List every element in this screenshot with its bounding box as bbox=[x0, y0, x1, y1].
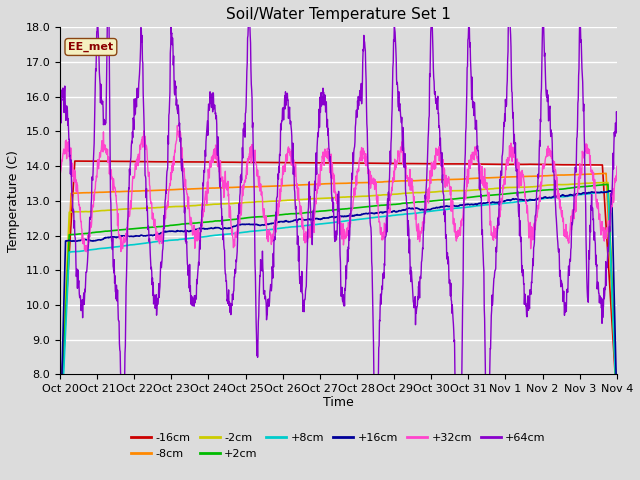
Line: +16cm: +16cm bbox=[60, 191, 617, 446]
+32cm bbox=[305, 235, 312, 241]
-2cm bbox=[56, 430, 64, 435]
+16cm bbox=[314, 216, 322, 222]
-16cm bbox=[304, 160, 312, 166]
-8cm bbox=[292, 182, 300, 188]
+2cm bbox=[314, 208, 322, 214]
Line: -16cm: -16cm bbox=[60, 161, 617, 407]
+8cm bbox=[99, 245, 107, 251]
-8cm bbox=[602, 170, 610, 176]
-16cm bbox=[314, 160, 322, 166]
+2cm bbox=[613, 406, 621, 411]
+16cm bbox=[122, 233, 129, 239]
+64cm bbox=[373, 431, 381, 436]
-2cm bbox=[99, 208, 107, 214]
+32cm bbox=[122, 237, 130, 243]
Y-axis label: Temperature (C): Temperature (C) bbox=[7, 150, 20, 252]
-16cm bbox=[56, 404, 64, 409]
-16cm bbox=[122, 158, 130, 164]
+64cm bbox=[304, 208, 312, 214]
+32cm bbox=[374, 193, 381, 199]
+2cm bbox=[56, 441, 64, 446]
Title: Soil/Water Temperature Set 1: Soil/Water Temperature Set 1 bbox=[226, 7, 451, 22]
+64cm bbox=[483, 468, 491, 474]
-16cm bbox=[71, 158, 79, 164]
-2cm bbox=[613, 405, 621, 411]
+16cm bbox=[607, 188, 614, 194]
+8cm bbox=[56, 449, 64, 455]
-8cm bbox=[613, 402, 621, 408]
Legend: -16cm, -8cm, -2cm, +2cm, +8cm, +16cm, +32cm, +64cm: -16cm, -8cm, -2cm, +2cm, +8cm, +16cm, +3… bbox=[127, 429, 550, 463]
-16cm bbox=[292, 160, 300, 166]
+2cm bbox=[604, 181, 612, 187]
+32cm bbox=[293, 181, 301, 187]
+64cm bbox=[56, 101, 64, 107]
-8cm bbox=[122, 189, 129, 194]
Line: +32cm: +32cm bbox=[60, 125, 617, 252]
+16cm bbox=[99, 236, 107, 242]
+32cm bbox=[315, 171, 323, 177]
+8cm bbox=[314, 221, 322, 227]
-16cm bbox=[373, 160, 381, 166]
+2cm bbox=[99, 228, 107, 234]
+8cm bbox=[613, 409, 621, 415]
Line: +2cm: +2cm bbox=[60, 184, 617, 444]
+32cm bbox=[56, 155, 64, 160]
+64cm bbox=[99, 104, 107, 110]
+8cm bbox=[304, 222, 312, 228]
+16cm bbox=[373, 210, 381, 216]
-2cm bbox=[604, 180, 612, 185]
-2cm bbox=[122, 206, 129, 212]
+64cm bbox=[122, 284, 130, 290]
+2cm bbox=[292, 211, 300, 216]
-16cm bbox=[613, 400, 621, 406]
-8cm bbox=[314, 181, 322, 187]
-2cm bbox=[304, 196, 312, 202]
-8cm bbox=[56, 420, 64, 426]
-8cm bbox=[304, 182, 312, 188]
+16cm bbox=[304, 216, 312, 222]
-2cm bbox=[292, 197, 300, 203]
-2cm bbox=[373, 192, 381, 198]
+2cm bbox=[373, 203, 381, 208]
+8cm bbox=[122, 243, 129, 249]
+64cm bbox=[314, 134, 322, 140]
+64cm bbox=[613, 121, 621, 127]
+8cm bbox=[373, 215, 381, 220]
+16cm bbox=[613, 403, 621, 409]
Line: -2cm: -2cm bbox=[60, 182, 617, 432]
+32cm bbox=[173, 122, 181, 128]
+16cm bbox=[292, 217, 300, 223]
Line: +8cm: +8cm bbox=[60, 192, 617, 452]
+32cm bbox=[100, 129, 108, 135]
Line: -8cm: -8cm bbox=[60, 173, 617, 423]
-8cm bbox=[373, 180, 381, 185]
X-axis label: Time: Time bbox=[323, 396, 354, 408]
+32cm bbox=[83, 249, 90, 254]
+2cm bbox=[304, 210, 312, 216]
+32cm bbox=[613, 164, 621, 169]
-2cm bbox=[314, 196, 322, 202]
+2cm bbox=[122, 227, 129, 232]
-8cm bbox=[99, 189, 107, 195]
Line: +64cm: +64cm bbox=[60, 0, 617, 471]
+64cm bbox=[292, 219, 300, 225]
Text: EE_met: EE_met bbox=[68, 42, 113, 52]
-16cm bbox=[100, 158, 108, 164]
+16cm bbox=[56, 444, 64, 449]
+8cm bbox=[292, 224, 300, 229]
+8cm bbox=[604, 189, 612, 194]
